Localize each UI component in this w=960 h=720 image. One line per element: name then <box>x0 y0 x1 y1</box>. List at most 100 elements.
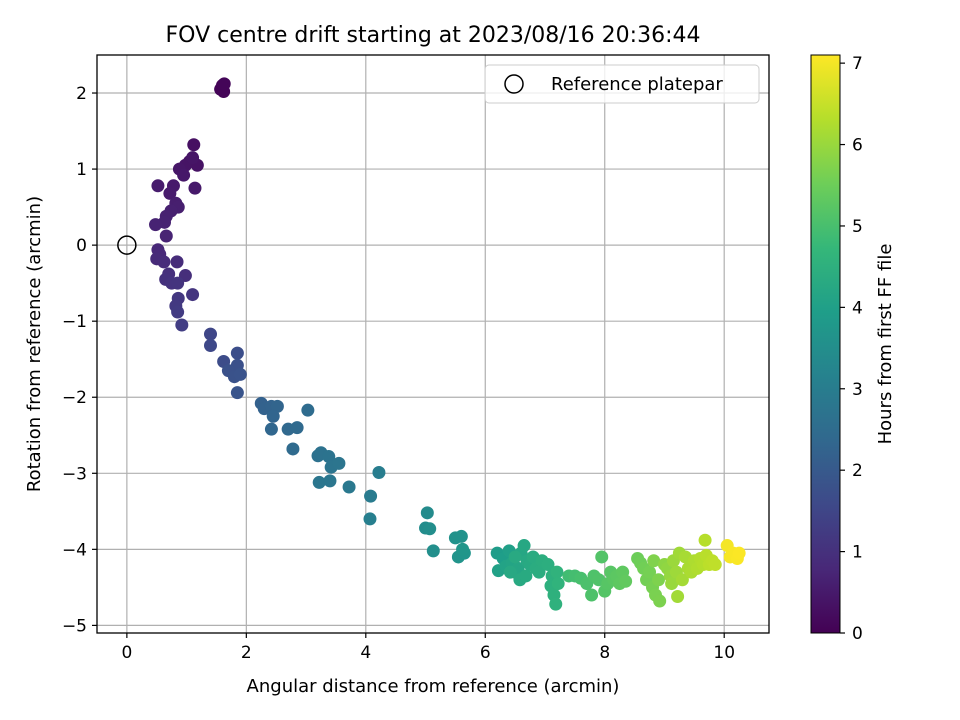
colorbar-tick-label: 7 <box>852 54 863 74</box>
x-axis-ticks: 0 2 4 6 8 10 <box>121 633 735 663</box>
data-point <box>549 597 563 611</box>
legend-box <box>484 64 760 104</box>
y-tick-label: −1 <box>62 312 87 332</box>
colorbar-ticks: 0 1 2 3 4 5 6 7 <box>840 54 863 644</box>
x-tick-label: 6 <box>480 643 491 663</box>
data-point <box>551 577 565 591</box>
data-point <box>322 450 336 464</box>
colorbar-tick-label: 6 <box>852 136 863 156</box>
data-point <box>332 456 346 470</box>
x-tick-label: 2 <box>241 643 252 663</box>
y-axis-ticks: −5 −4 −3 −2 −1 0 1 2 <box>62 84 97 636</box>
data-point <box>671 589 685 603</box>
data-point <box>647 554 661 568</box>
y-tick-label: 2 <box>76 84 87 104</box>
data-point <box>532 565 546 579</box>
data-point <box>454 529 468 543</box>
colorbar-tick-label: 5 <box>852 217 863 237</box>
data-point <box>171 276 185 290</box>
data-point <box>342 480 356 494</box>
data-point <box>186 288 200 302</box>
grid-lines <box>97 55 769 633</box>
data-point <box>364 489 378 503</box>
y-tick-label: −4 <box>62 540 87 560</box>
legend-marker <box>504 74 524 94</box>
x-axis-label: Angular distance from reference (arcmin) <box>247 676 620 697</box>
colorbar-tick-label: 4 <box>852 298 863 318</box>
data-point <box>519 569 533 583</box>
data-point <box>550 565 564 579</box>
data-point <box>675 573 689 587</box>
reference-marker <box>117 235 137 255</box>
data-point <box>508 550 522 564</box>
y-axis-label: Rotation from reference (arcmin) <box>24 196 45 492</box>
data-point <box>149 218 163 232</box>
data-point <box>420 506 434 520</box>
data-point <box>188 181 202 195</box>
data-point <box>233 367 247 381</box>
x-tick-label: 10 <box>713 643 735 663</box>
data-point <box>301 403 315 417</box>
data-point <box>270 399 284 413</box>
y-tick-label: −3 <box>62 464 87 484</box>
data-point <box>203 327 217 341</box>
data-point <box>203 339 217 353</box>
colorbar-tick-label: 1 <box>852 543 863 563</box>
data-points <box>149 77 746 611</box>
data-point <box>665 577 679 591</box>
x-tick-label: 0 <box>121 643 132 663</box>
data-point <box>643 565 657 579</box>
data-point <box>372 466 386 480</box>
colorbar-label: Hours from first FF file <box>875 244 896 445</box>
data-point <box>708 558 722 572</box>
data-point <box>503 565 517 579</box>
colorbar-gradient <box>810 54 841 634</box>
legend: Reference platepar <box>484 64 760 104</box>
legend-label: Reference platepar <box>551 74 723 95</box>
data-point <box>323 474 337 488</box>
data-point <box>732 546 746 560</box>
data-point <box>171 305 185 319</box>
y-tick-label: 0 <box>76 236 87 256</box>
data-point <box>456 542 470 556</box>
data-point <box>187 138 201 152</box>
y-tick-label: 1 <box>76 160 87 180</box>
data-point <box>170 255 184 269</box>
data-point <box>541 558 555 572</box>
data-point <box>290 421 304 435</box>
data-point <box>159 229 173 243</box>
data-point <box>517 539 531 553</box>
data-point <box>286 442 300 456</box>
data-point <box>423 522 437 536</box>
data-point <box>186 151 200 165</box>
colorbar-tick-label: 2 <box>852 461 863 481</box>
data-point <box>217 77 231 91</box>
data-point <box>651 573 665 587</box>
data-point <box>585 588 599 602</box>
data-point <box>653 594 667 608</box>
colorbar: 0 1 2 3 4 5 6 7 Hours from first FF file <box>810 54 896 644</box>
data-point <box>363 512 377 526</box>
plot-frame <box>96 54 770 634</box>
data-point <box>266 409 280 423</box>
x-tick-label: 4 <box>360 643 371 663</box>
data-point <box>157 255 171 269</box>
data-point <box>264 422 278 436</box>
chart-title: FOV centre drift starting at 2023/08/16 … <box>166 23 701 48</box>
data-point <box>230 386 244 400</box>
data-point <box>619 574 633 588</box>
data-point <box>230 346 244 360</box>
data-point <box>698 533 712 547</box>
data-point <box>312 475 326 489</box>
data-point <box>175 318 189 332</box>
x-tick-label: 8 <box>599 643 610 663</box>
data-point <box>163 186 177 200</box>
y-tick-label: −5 <box>62 616 87 636</box>
data-point <box>426 544 440 558</box>
colorbar-tick-label: 3 <box>852 380 863 400</box>
data-point <box>177 168 191 182</box>
colorbar-tick-label: 0 <box>852 624 863 644</box>
y-tick-label: −2 <box>62 388 87 408</box>
